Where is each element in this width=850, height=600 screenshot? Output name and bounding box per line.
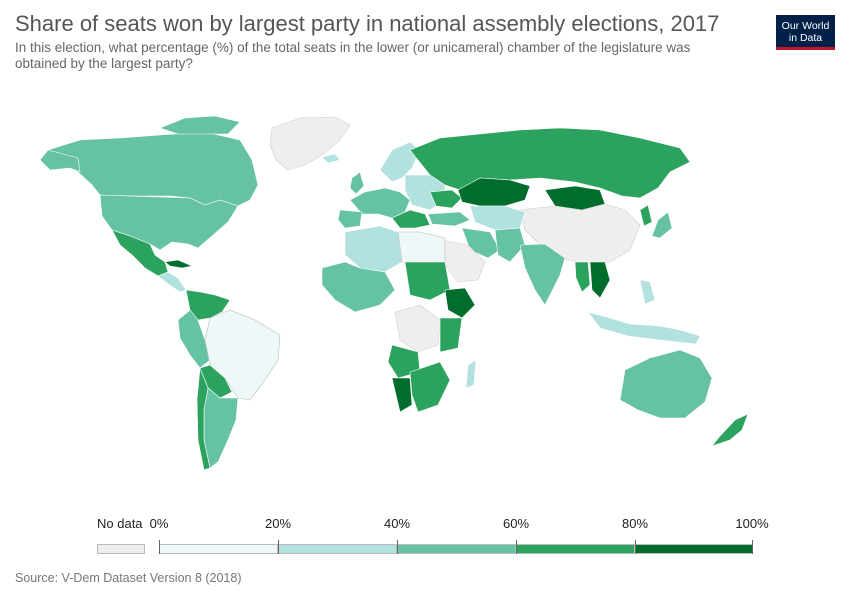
country-korea[interactable]: [639, 204, 653, 227]
country-ukraine[interactable]: [429, 189, 463, 209]
country-namibia[interactable]: [391, 377, 413, 413]
owid-logo[interactable]: Our World in Data: [776, 15, 835, 50]
country-australia[interactable]: [619, 349, 713, 419]
country-south-africa[interactable]: [409, 361, 451, 413]
country-scandinavia[interactable]: [379, 141, 421, 183]
legend-tick-label-60: 60%: [502, 516, 530, 531]
logo-line2: in Data: [788, 32, 823, 44]
country-new-zealand[interactable]: [711, 413, 749, 447]
legend-bin-0-20[interactable]: [159, 544, 278, 554]
legend-tick-80: [635, 540, 636, 554]
legend-no-data-label: No data: [97, 516, 143, 531]
legend-tick-100: [752, 540, 753, 554]
country-kazakhstan[interactable]: [457, 177, 531, 207]
logo-line1: Our World: [781, 20, 830, 32]
legend-tick-20: [278, 540, 279, 554]
source-note[interactable]: Source: V-Dem Dataset Version 8 (2018): [15, 571, 242, 585]
country-greenland[interactable]: [269, 116, 351, 171]
legend: No data 0% 20% 40% 60% 80% 100%: [0, 500, 850, 570]
country-iceland[interactable]: [321, 153, 341, 164]
legend-tick-label-40: 40%: [383, 516, 411, 531]
country-philippines[interactable]: [639, 279, 656, 305]
country-west-africa[interactable]: [321, 261, 396, 313]
country-pakistan[interactable]: [494, 227, 526, 263]
country-madagascar[interactable]: [465, 359, 477, 389]
country-central-asia[interactable]: [469, 205, 526, 231]
legend-tick-label-80: 80%: [621, 516, 649, 531]
legend-no-data-swatch: [97, 544, 145, 554]
country-uk[interactable]: [349, 171, 365, 195]
country-india[interactable]: [519, 243, 566, 306]
legend-tick-0: [159, 540, 160, 554]
country-russia[interactable]: [409, 127, 691, 199]
country-argentina[interactable]: [203, 387, 239, 469]
legend-tick-label-0: 0%: [149, 516, 169, 531]
legend-tick-label-20: 20%: [264, 516, 292, 531]
country-algeria-region[interactable]: [344, 225, 403, 273]
legend-bin-80-100[interactable]: [635, 544, 753, 554]
chart-subtitle: In this election, what percentage (%) of…: [15, 40, 691, 71]
country-sudan[interactable]: [404, 261, 451, 301]
country-western-europe[interactable]: [349, 187, 411, 219]
country-central-america[interactable]: [157, 271, 187, 293]
country-angola[interactable]: [387, 344, 421, 379]
country-japan[interactable]: [651, 211, 673, 239]
country-balkans[interactable]: [391, 209, 431, 229]
legend-tick-label-100: 100%: [735, 516, 769, 531]
country-ethiopia[interactable]: [444, 287, 476, 319]
legend-bin-60-80[interactable]: [516, 544, 635, 554]
chart-title: Share of seats won by largest party in n…: [15, 11, 720, 36]
country-canada-islands[interactable]: [159, 115, 241, 135]
country-drc[interactable]: [394, 304, 441, 353]
world-map: [39, 115, 749, 471]
country-usa-alaska[interactable]: [39, 149, 81, 173]
legend-tick-60: [516, 540, 517, 554]
country-spain[interactable]: [337, 209, 363, 229]
legend-tick-40: [397, 540, 398, 554]
legend-bin-20-40[interactable]: [278, 544, 397, 554]
legend-bin-40-60[interactable]: [397, 544, 516, 554]
country-chile[interactable]: [196, 367, 211, 471]
country-east-africa[interactable]: [439, 317, 463, 353]
country-cuba[interactable]: [164, 259, 193, 269]
country-myanmar[interactable]: [574, 261, 591, 293]
country-turkey[interactable]: [427, 211, 471, 227]
country-brazil[interactable]: [204, 309, 281, 401]
country-thailand-vietnam[interactable]: [589, 261, 611, 299]
country-indonesia[interactable]: [587, 311, 701, 345]
